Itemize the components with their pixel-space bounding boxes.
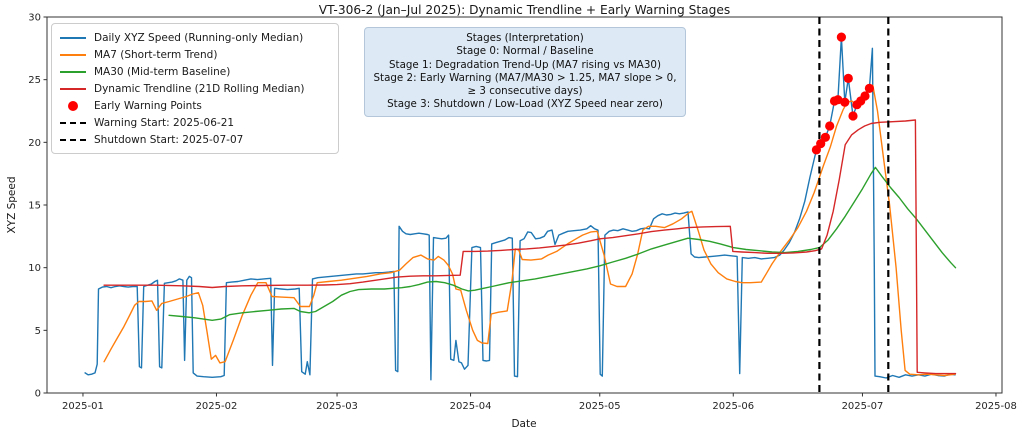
legend-item-daily-xyz-speed: Daily XYZ Speed (Running-only Median) <box>60 29 330 46</box>
chart-title: VT-306-2 (Jan–Jul 2025): Dynamic Trendli… <box>318 3 731 17</box>
early-warning-point <box>833 95 843 105</box>
legend-marker-glyph <box>60 53 86 56</box>
legend-line-sample <box>60 36 86 39</box>
series-line-ma30-mid-term-baseline <box>168 166 957 321</box>
legend-marker-glyph <box>68 100 78 111</box>
y-tick-label: 0 <box>35 389 41 400</box>
legend-item-shutdown-start: Shutdown Start: 2025-07-07 <box>60 131 330 148</box>
legend-marker-glyph <box>60 121 86 124</box>
legend-item-warning-start: Warning Start: 2025-06-21 <box>60 114 330 131</box>
legend-label: MA30 (Mid-term Baseline) <box>94 65 231 78</box>
legend-dashed-line-sample <box>60 138 86 141</box>
x-tick-label: 2025-07 <box>842 401 884 412</box>
x-tick-label: 2025-08 <box>975 401 1017 412</box>
x-tick-label: 2025-04 <box>450 401 492 412</box>
legend-dot-marker <box>60 100 86 111</box>
early-warning-point <box>825 121 835 131</box>
stages-box-line: Stage 2: Early Warning (MA7/MA30 > 1.25,… <box>373 71 677 84</box>
x-tick-label: 2025-05 <box>579 401 621 412</box>
y-axis-label: XYZ Speed <box>6 176 18 233</box>
legend: Daily XYZ Speed (Running-only Median) MA7… <box>51 23 339 154</box>
early-warning-point <box>836 32 847 42</box>
early-warning-point <box>860 91 870 101</box>
early-warning-point <box>820 132 831 142</box>
stages-annotation-box: Stages (Interpretation) Stage 0: Normal /… <box>364 27 686 117</box>
stages-box-line: ≥ 3 consecutive days) <box>467 85 583 98</box>
legend-line-sample <box>60 87 86 90</box>
legend-label: MA7 (Short-term Trend) <box>94 48 218 61</box>
y-tick-label: 30 <box>28 13 41 24</box>
legend-label: Dynamic Trendline (21D Rolling Median) <box>94 82 305 95</box>
early-warning-point <box>864 83 875 93</box>
early-warning-point <box>848 111 858 121</box>
legend-item-ma30: MA30 (Mid-term Baseline) <box>60 63 330 80</box>
early-warning-point <box>816 139 826 149</box>
y-tick-label: 15 <box>28 201 41 212</box>
series-line-dynamic-trendline-21d-rolling-median <box>103 119 957 375</box>
legend-label: Daily XYZ Speed (Running-only Median) <box>94 31 304 44</box>
legend-item-dynamic-trendline: Dynamic Trendline (21D Rolling Median) <box>60 80 330 97</box>
legend-item-ma7: MA7 (Short-term Trend) <box>60 46 330 63</box>
legend-line-sample <box>60 53 86 56</box>
y-tick-label: 20 <box>28 138 41 149</box>
legend-marker-glyph <box>60 36 86 39</box>
y-tick-label: 5 <box>35 326 41 337</box>
y-tick-label: 25 <box>28 75 41 86</box>
legend-line-sample <box>60 70 86 73</box>
x-tick-label: 2025-03 <box>316 401 358 412</box>
stages-box-heading: Stages (Interpretation) <box>466 32 584 44</box>
y-tick-label: 10 <box>28 263 41 274</box>
x-tick-label: 2025-01 <box>62 401 104 412</box>
legend-item-early-warning-points: Early Warning Points <box>60 97 330 114</box>
stages-box-line: Stage 0: Normal / Baseline <box>456 45 594 58</box>
legend-label: Early Warning Points <box>94 99 202 112</box>
legend-marker-glyph <box>60 87 86 90</box>
x-tick-label: 2025-02 <box>196 401 238 412</box>
x-axis-label: Date <box>511 418 536 430</box>
legend-dashed-line-sample <box>60 121 86 124</box>
legend-marker-glyph <box>60 138 86 141</box>
legend-marker-glyph <box>60 70 86 73</box>
x-tick-label: 2025-06 <box>712 401 754 412</box>
series-line-ma7-short-term-trend <box>103 84 956 377</box>
series-line-daily-xyz-speed-running-only-median <box>84 36 956 381</box>
early-warning-point <box>840 97 850 107</box>
early-warning-point <box>843 73 853 83</box>
legend-label: Shutdown Start: 2025-07-07 <box>94 133 244 146</box>
stages-box-line: Stage 1: Degradation Trend-Up (MA7 risin… <box>389 58 661 71</box>
legend-label: Warning Start: 2025-06-21 <box>94 116 235 129</box>
stages-box-line: Stage 3: Shutdown / Low-Load (XYZ Speed … <box>387 98 663 111</box>
